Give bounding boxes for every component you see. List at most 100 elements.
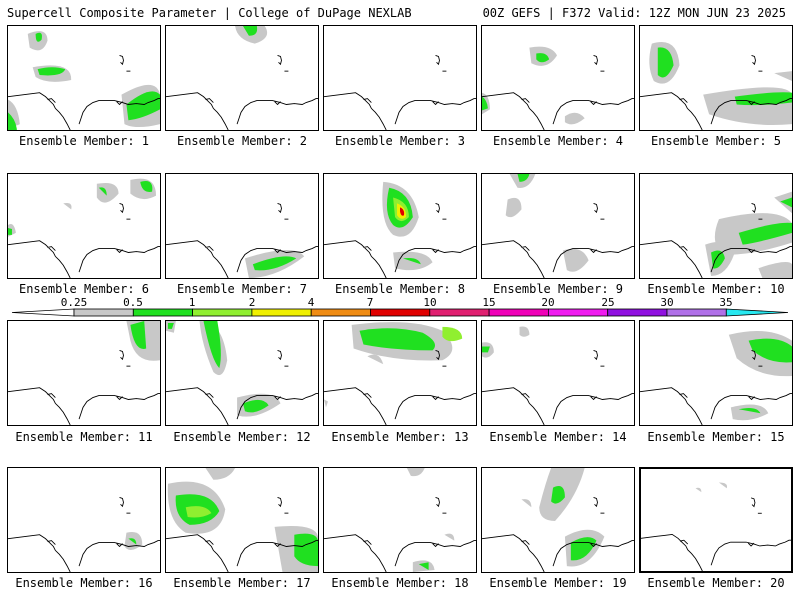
- coastline: [482, 534, 634, 572]
- scale-arrow-low: [11, 308, 75, 317]
- scp-contour: [324, 399, 328, 408]
- panel-label-19: Ensemble Member: 19: [489, 576, 627, 590]
- scale-label-10: 10: [423, 296, 437, 309]
- island-outline: [435, 350, 440, 361]
- ensemble-panel-13: [323, 320, 477, 426]
- scale-label-30: 30: [660, 296, 674, 309]
- scale-swatch: [607, 308, 668, 317]
- scp-contour: [35, 32, 42, 42]
- map-svg: [324, 55, 476, 130]
- ensemble-panel-9: [481, 173, 635, 279]
- scale-label-2: 2: [248, 296, 256, 309]
- coastline: [641, 533, 791, 571]
- ensemble-panel-1: [7, 25, 161, 131]
- panel-label-14: Ensemble Member: 14: [489, 430, 627, 444]
- scp-contour: [442, 326, 463, 342]
- scp-contour: [519, 326, 530, 337]
- scp-contour: [482, 346, 490, 353]
- ensemble-panel-14: [481, 320, 635, 426]
- ensemble-panel-5: [639, 25, 793, 131]
- scp-contour: [718, 482, 728, 489]
- island-outline: [593, 203, 598, 214]
- scp-contour: [203, 321, 221, 369]
- coastline: [8, 534, 160, 572]
- ensemble-panel-17: [165, 467, 319, 573]
- scp-contour: [96, 182, 119, 203]
- scp-contour: [126, 91, 160, 121]
- scp-contour: [482, 96, 488, 111]
- scp-contour: [444, 533, 455, 541]
- scale-label-15: 15: [482, 296, 496, 309]
- island-outline: [277, 350, 282, 361]
- coastline: [8, 240, 160, 278]
- map-svg: [324, 468, 476, 572]
- ensemble-panel-11: [7, 320, 161, 426]
- scp-contour: [738, 222, 792, 245]
- panel-label-3: Ensemble Member: 3: [334, 134, 466, 148]
- scp-contour: [185, 506, 212, 518]
- coastline: [324, 534, 476, 572]
- scp-contour: [505, 197, 522, 218]
- color-scale-bar: [11, 308, 789, 317]
- island-outline: [119, 203, 124, 214]
- scp-contour: [564, 112, 585, 125]
- scale-swatch: [370, 308, 431, 317]
- panel-label-2: Ensemble Member: 2: [176, 134, 308, 148]
- panel-label-15: Ensemble Member: 15: [647, 430, 785, 444]
- map-svg: [324, 322, 476, 425]
- coastline: [8, 92, 160, 130]
- map-svg: [640, 42, 792, 130]
- scp-contour: [252, 256, 297, 271]
- scale-label-1: 1: [188, 296, 196, 309]
- scale-swatch: [429, 308, 490, 317]
- coastline: [166, 92, 318, 130]
- island-outline: [277, 55, 282, 66]
- ensemble-panel-15: [639, 320, 793, 426]
- ensemble-panel-4: [481, 25, 635, 131]
- island-outline: [119, 497, 124, 508]
- coastline: [324, 240, 476, 278]
- map-svg: [166, 468, 318, 572]
- ensemble-panel-20: [639, 467, 793, 573]
- scp-contour: [551, 486, 565, 504]
- ensemble-panel-16: [7, 467, 161, 573]
- island-outline: [277, 203, 282, 214]
- scp-contour: [657, 47, 674, 78]
- island-outline: [751, 55, 756, 66]
- scp-contour: [63, 203, 72, 210]
- scp-contour: [402, 257, 421, 265]
- coastline: [324, 387, 476, 425]
- map-svg: [482, 326, 634, 425]
- scp-contour: [294, 533, 318, 567]
- scp-contour: [418, 562, 429, 571]
- island-outline: [435, 203, 440, 214]
- coastline: [166, 534, 318, 572]
- scp-contour: [695, 487, 702, 493]
- panel-label-6: Ensemble Member: 6: [18, 282, 150, 296]
- scale-label-35: 35: [719, 296, 733, 309]
- scale-swatch: [132, 308, 194, 317]
- map-svg: [8, 31, 160, 130]
- coastline: [482, 92, 634, 130]
- scale-label-0.25: 0.25: [60, 296, 88, 309]
- scp-contour: [748, 338, 792, 363]
- scp-contour: [128, 538, 137, 545]
- scp-contour: [400, 207, 405, 216]
- ensemble-panel-6: [7, 173, 161, 279]
- map-svg: [640, 191, 792, 278]
- scp-contour: [8, 112, 17, 130]
- island-outline: [119, 55, 124, 66]
- panel-label-5: Ensemble Member: 5: [650, 134, 782, 148]
- ensemble-panel-18: [323, 467, 477, 573]
- scp-contour: [517, 174, 530, 182]
- map-svg: [482, 174, 634, 278]
- panel-label-13: Ensemble Member: 13: [331, 430, 469, 444]
- scp-contour: [37, 67, 66, 76]
- scale-swatch: [73, 308, 134, 317]
- coastline: [166, 240, 318, 278]
- coastline: [482, 240, 634, 278]
- scp-contour: [140, 180, 153, 192]
- scp-contour: [774, 71, 792, 81]
- scp-contour: [780, 197, 792, 208]
- island-outline: [593, 55, 598, 66]
